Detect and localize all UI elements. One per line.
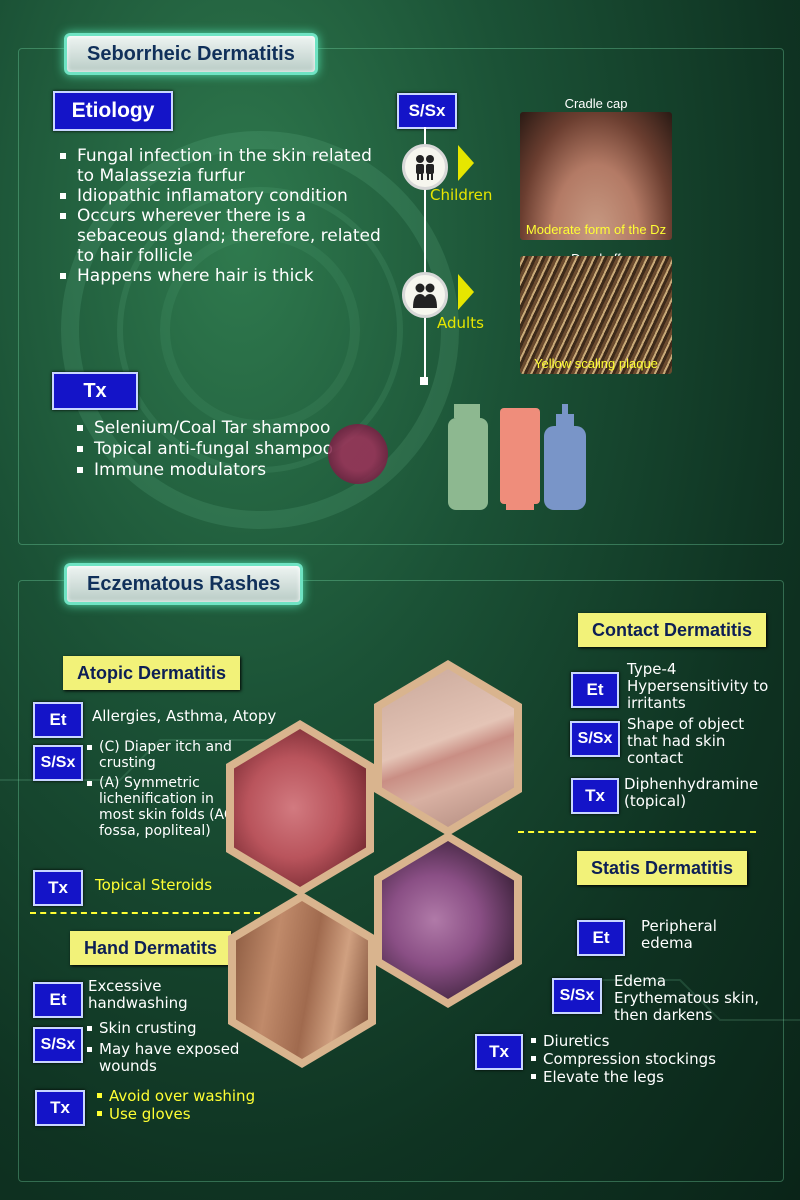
etiology-label: Etiology bbox=[53, 91, 173, 131]
contact-et-label: Et bbox=[571, 672, 619, 708]
contact-tx-text: Diphenhydramine (topical) bbox=[624, 775, 759, 810]
etiology-item: Idiopathic inflamatory condition bbox=[57, 186, 387, 206]
statis-et-text: Peripheral edema bbox=[641, 917, 717, 952]
children-arrow-icon bbox=[458, 145, 474, 181]
seborrheic-title: Seborrheic Dermatitis bbox=[64, 33, 318, 75]
etiology-item: Fungal infection in the skin related to … bbox=[57, 146, 387, 186]
cradle-cap-label: Cradle cap bbox=[564, 96, 628, 111]
cradle-cap-photo bbox=[520, 112, 672, 240]
contact-ssx-text: Shape of object that had skin contact bbox=[627, 715, 745, 767]
contact-ssx-label: S/Sx bbox=[570, 721, 620, 757]
hand-ssx-label: S/Sx bbox=[33, 1027, 83, 1063]
etiology-item: Happens where hair is thick bbox=[57, 266, 387, 286]
statis-tx-item: Elevate the legs bbox=[531, 1068, 751, 1086]
atopic-title: Atopic Dermatitis bbox=[63, 656, 241, 690]
atopic-ssx-item: (C) Diaper itch and crusting bbox=[87, 739, 237, 771]
eczematous-title: Eczematous Rashes bbox=[64, 563, 304, 605]
statis-tx-item: Diuretics bbox=[531, 1032, 751, 1050]
atopic-ssx-list: (C) Diaper itch and crusting (A) Symmetr… bbox=[87, 739, 237, 839]
hand-ssx-item: May have exposed wounds bbox=[87, 1041, 247, 1075]
etiology-list: Fungal infection in the skin related to … bbox=[57, 146, 387, 286]
seb-tx-item: Topical anti-fungal shampoo bbox=[74, 439, 394, 460]
virus-icon bbox=[328, 424, 388, 484]
statis-ssx-label: S/Sx bbox=[552, 978, 602, 1014]
seborrheic-panel-frame bbox=[18, 48, 784, 545]
adults-label: Adults bbox=[437, 314, 484, 332]
seb-tx-item: Immune modulators bbox=[74, 460, 394, 481]
children-label: Children bbox=[430, 186, 493, 204]
etiology-item: Occurs wherever there is a sebaceous gla… bbox=[57, 206, 387, 266]
statis-tx-item: Compression stockings bbox=[531, 1050, 751, 1068]
right-divider bbox=[518, 831, 756, 833]
hand-ssx-list: Skin crusting May have exposed wounds bbox=[87, 1020, 247, 1075]
eczematous-panel-frame bbox=[18, 580, 784, 1182]
hand-tx-list: Avoid over washing Use gloves bbox=[97, 1087, 277, 1123]
timeline-end-marker bbox=[420, 377, 428, 385]
left-divider bbox=[30, 912, 260, 914]
atopic-ssx-item: (A) Symmetric lichenification in most sk… bbox=[87, 775, 237, 839]
children-icon bbox=[402, 144, 448, 190]
atopic-et-label: Et bbox=[33, 702, 83, 738]
atopic-tx-label: Tx bbox=[33, 870, 83, 906]
hand-et-label: Et bbox=[33, 982, 83, 1018]
seb-tx-item: Selenium/Coal Tar shampoo bbox=[74, 418, 394, 439]
statis-tx-label: Tx bbox=[475, 1034, 523, 1070]
dandruff-caption: Yellow scaling plaque bbox=[534, 356, 658, 371]
atopic-tx-text: Topical Steroids bbox=[95, 876, 213, 894]
atopic-et-text: Allergies, Asthma, Atopy bbox=[92, 707, 277, 725]
hand-ssx-item: Skin crusting bbox=[87, 1020, 247, 1037]
atopic-ssx-label: S/Sx bbox=[33, 745, 83, 781]
adults-arrow-icon bbox=[458, 274, 474, 310]
statis-et-label: Et bbox=[577, 920, 625, 956]
hand-et-text: Excessive handwashing bbox=[88, 977, 188, 1012]
cradle-cap-caption: Moderate form of the Dz bbox=[525, 222, 667, 237]
contact-tx-label: Tx bbox=[571, 778, 619, 814]
dandruff-photo bbox=[520, 256, 672, 374]
seb-tx-list: Selenium/Coal Tar shampoo Topical anti-f… bbox=[74, 418, 394, 481]
contact-title: Contact Dermatitis bbox=[578, 613, 767, 647]
adults-icon bbox=[402, 272, 448, 318]
hand-title: Hand Dermatits bbox=[70, 931, 232, 965]
shampoo-bottles-icon bbox=[448, 404, 586, 510]
hand-tx-label: Tx bbox=[35, 1090, 85, 1126]
statis-ssx-text: Edema Erythematous skin, then darkens bbox=[614, 972, 760, 1024]
contact-et-text: Type-4 Hypersensitivity to irritants bbox=[627, 660, 769, 712]
statis-tx-list: Diuretics Compression stockings Elevate … bbox=[531, 1032, 751, 1086]
timeline-line bbox=[424, 127, 426, 382]
hand-tx-item: Avoid over washing bbox=[97, 1087, 277, 1105]
statis-title: Statis Dermatitis bbox=[577, 851, 748, 885]
ssx-label: S/Sx bbox=[397, 93, 457, 129]
seb-tx-label: Tx bbox=[52, 372, 138, 410]
hand-tx-item: Use gloves bbox=[97, 1105, 277, 1123]
